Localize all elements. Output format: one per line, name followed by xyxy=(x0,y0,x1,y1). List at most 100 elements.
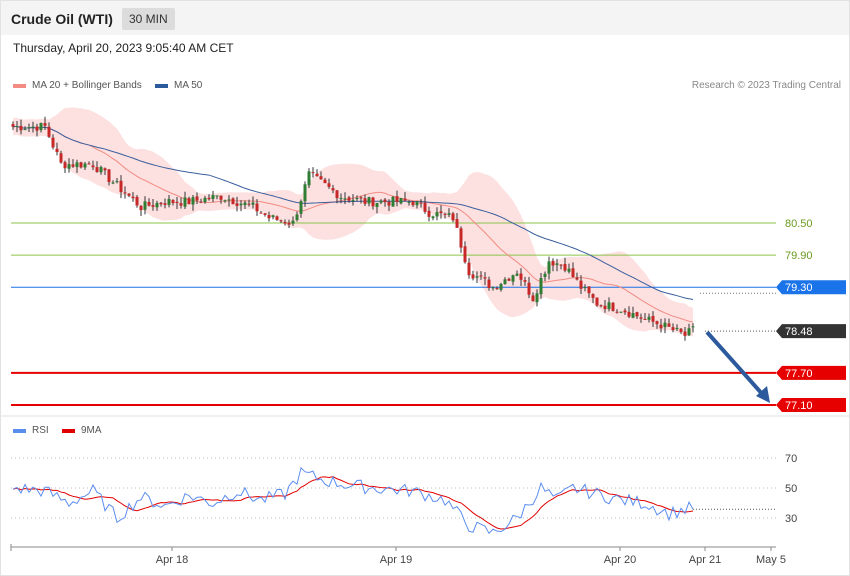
candle-body xyxy=(251,202,255,205)
candle-body xyxy=(407,201,411,203)
candle-body xyxy=(391,196,395,207)
candle-body xyxy=(67,164,71,169)
chart-header: Crude Oil (WTI) 30 MIN xyxy=(1,1,849,35)
rsi-label: RSI xyxy=(32,425,49,436)
candle-body xyxy=(175,201,179,204)
candle-body xyxy=(403,198,407,201)
level-label-79.90: 79.90 xyxy=(785,250,813,262)
candle-body xyxy=(199,201,203,203)
candle-body xyxy=(23,129,27,131)
candle-body xyxy=(263,213,267,216)
candle-body xyxy=(659,324,663,329)
candle-body xyxy=(247,203,251,205)
candle-body xyxy=(463,246,467,263)
candle-body xyxy=(323,179,327,184)
candle-body xyxy=(591,294,595,298)
candle-body xyxy=(287,222,291,225)
candle-body xyxy=(335,190,339,199)
candle-body xyxy=(327,183,331,187)
level-tag-79.90: 79.90 xyxy=(785,250,813,262)
candle-body xyxy=(615,311,619,313)
candle-body xyxy=(655,321,659,325)
level-label-80.50: 80.50 xyxy=(785,218,813,230)
candle-body xyxy=(551,260,555,266)
candle-body xyxy=(35,126,39,131)
ma20-label: MA 20 + Bollinger Bands xyxy=(32,80,142,91)
candle-body xyxy=(503,279,507,285)
candle-body xyxy=(131,196,135,199)
candle-body xyxy=(547,261,551,274)
candle-body xyxy=(683,331,687,336)
candle-body xyxy=(667,323,671,327)
candle-body xyxy=(163,203,167,205)
candle-body xyxy=(167,198,171,205)
candle-body xyxy=(563,264,567,271)
legend-ma20: MA 20 + Bollinger Bands xyxy=(13,80,142,91)
level-label-79.30: 79.30 xyxy=(785,282,813,294)
candle-body xyxy=(227,199,231,201)
candle-body xyxy=(499,284,503,290)
candle-body xyxy=(571,268,575,277)
candle-body xyxy=(431,216,435,219)
rsi-ma-line xyxy=(12,476,694,530)
x-tick-label: Apr 19 xyxy=(380,554,412,566)
level-tag-77.70: 77.70 xyxy=(776,365,846,380)
candle-body xyxy=(379,200,383,203)
candle-body xyxy=(471,274,475,279)
candle-body xyxy=(543,273,547,278)
candle-body xyxy=(691,326,695,328)
candle-body xyxy=(387,201,391,206)
legend-ma50: MA 50 xyxy=(155,80,202,91)
candle-body xyxy=(483,277,487,279)
rsi-swatch xyxy=(13,428,26,433)
candle-body xyxy=(451,213,455,221)
candle-body xyxy=(495,287,499,289)
candle-body xyxy=(259,212,263,214)
candle-body xyxy=(255,203,259,212)
candle-body xyxy=(107,169,111,183)
candle-body xyxy=(87,163,91,165)
candles xyxy=(11,116,695,341)
timeframe-badge[interactable]: 30 MIN xyxy=(122,8,175,30)
rsi-tick-50: 50 xyxy=(785,483,797,495)
candle-body xyxy=(579,280,583,289)
chart-credit: Research © 2023 Trading Central xyxy=(691,80,841,91)
candle-body xyxy=(423,202,427,212)
candle-body xyxy=(159,202,163,205)
candle-body xyxy=(603,305,607,310)
candle-body xyxy=(631,313,635,318)
level-label-77.10: 77.10 xyxy=(785,400,813,412)
candle-body xyxy=(43,123,47,126)
candle-body xyxy=(651,315,655,322)
candle-body xyxy=(611,302,615,311)
candle-body xyxy=(127,193,131,196)
candle-body xyxy=(619,311,623,313)
candle-body xyxy=(271,215,275,218)
candle-body xyxy=(475,276,479,278)
candle-body xyxy=(639,317,643,319)
candle-body xyxy=(567,268,571,272)
candle-body xyxy=(319,176,323,180)
candle-body xyxy=(295,214,299,221)
candle-body xyxy=(103,168,107,171)
candle-body xyxy=(635,312,639,317)
candle-body xyxy=(395,196,399,203)
bollinger-band xyxy=(13,107,693,337)
candle-body xyxy=(75,162,79,168)
candle-body xyxy=(79,162,83,168)
candle-body xyxy=(663,322,667,328)
rsi-tick-30: 30 xyxy=(785,513,797,525)
candle-body xyxy=(455,219,459,228)
candle-body xyxy=(523,280,527,282)
candle-body xyxy=(443,213,447,215)
candle-body xyxy=(439,211,443,214)
forecast-arrow-head xyxy=(756,386,770,403)
candle-body xyxy=(411,201,415,206)
candle-body xyxy=(215,195,219,197)
instrument-title: Crude Oil (WTI) xyxy=(11,11,113,27)
candle-body xyxy=(15,126,19,128)
level-label-78.48: 78.48 xyxy=(785,326,813,338)
candle-body xyxy=(347,197,351,201)
candle-body xyxy=(11,124,15,127)
